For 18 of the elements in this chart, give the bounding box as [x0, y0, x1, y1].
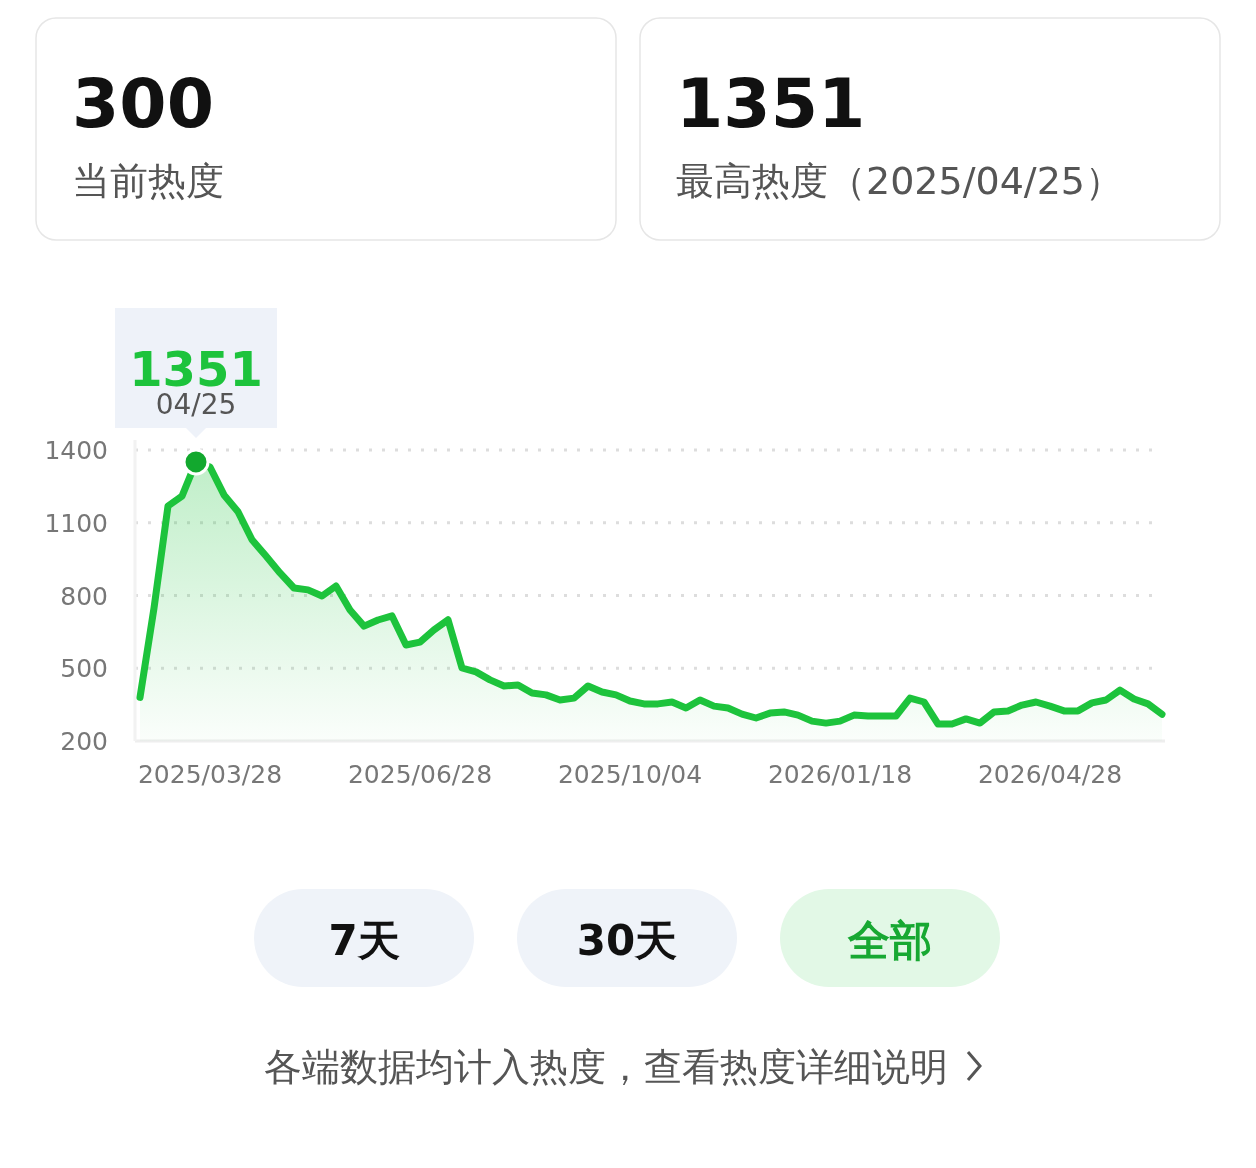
y-tick-label: 800	[60, 581, 108, 611]
text: 1351	[676, 64, 866, 143]
text: 7天	[328, 916, 400, 965]
text: 最高热度（2025/04/25）	[676, 159, 1124, 203]
x-tick-label: 2025/10/04	[557, 760, 703, 789]
text: 全部	[847, 916, 932, 965]
x-tick-label: 2025/03/28	[137, 760, 283, 789]
text: 300	[72, 64, 214, 143]
y-tick-label: 1400	[44, 436, 108, 465]
text: 各端数据均计入热度，查看热度详细说明	[264, 1045, 948, 1089]
text: 30天	[576, 916, 678, 965]
y-tick-label: 1100	[44, 508, 108, 538]
x-tick-label: 2026/04/28	[977, 760, 1123, 789]
x-tick-label: 2026/01/18	[767, 760, 913, 789]
y-tick-label: 200	[60, 727, 108, 756]
x-tick-label: 2025/06/28	[347, 760, 493, 789]
y-tick-label: 500	[60, 654, 108, 684]
text: 当前热度	[72, 159, 224, 203]
